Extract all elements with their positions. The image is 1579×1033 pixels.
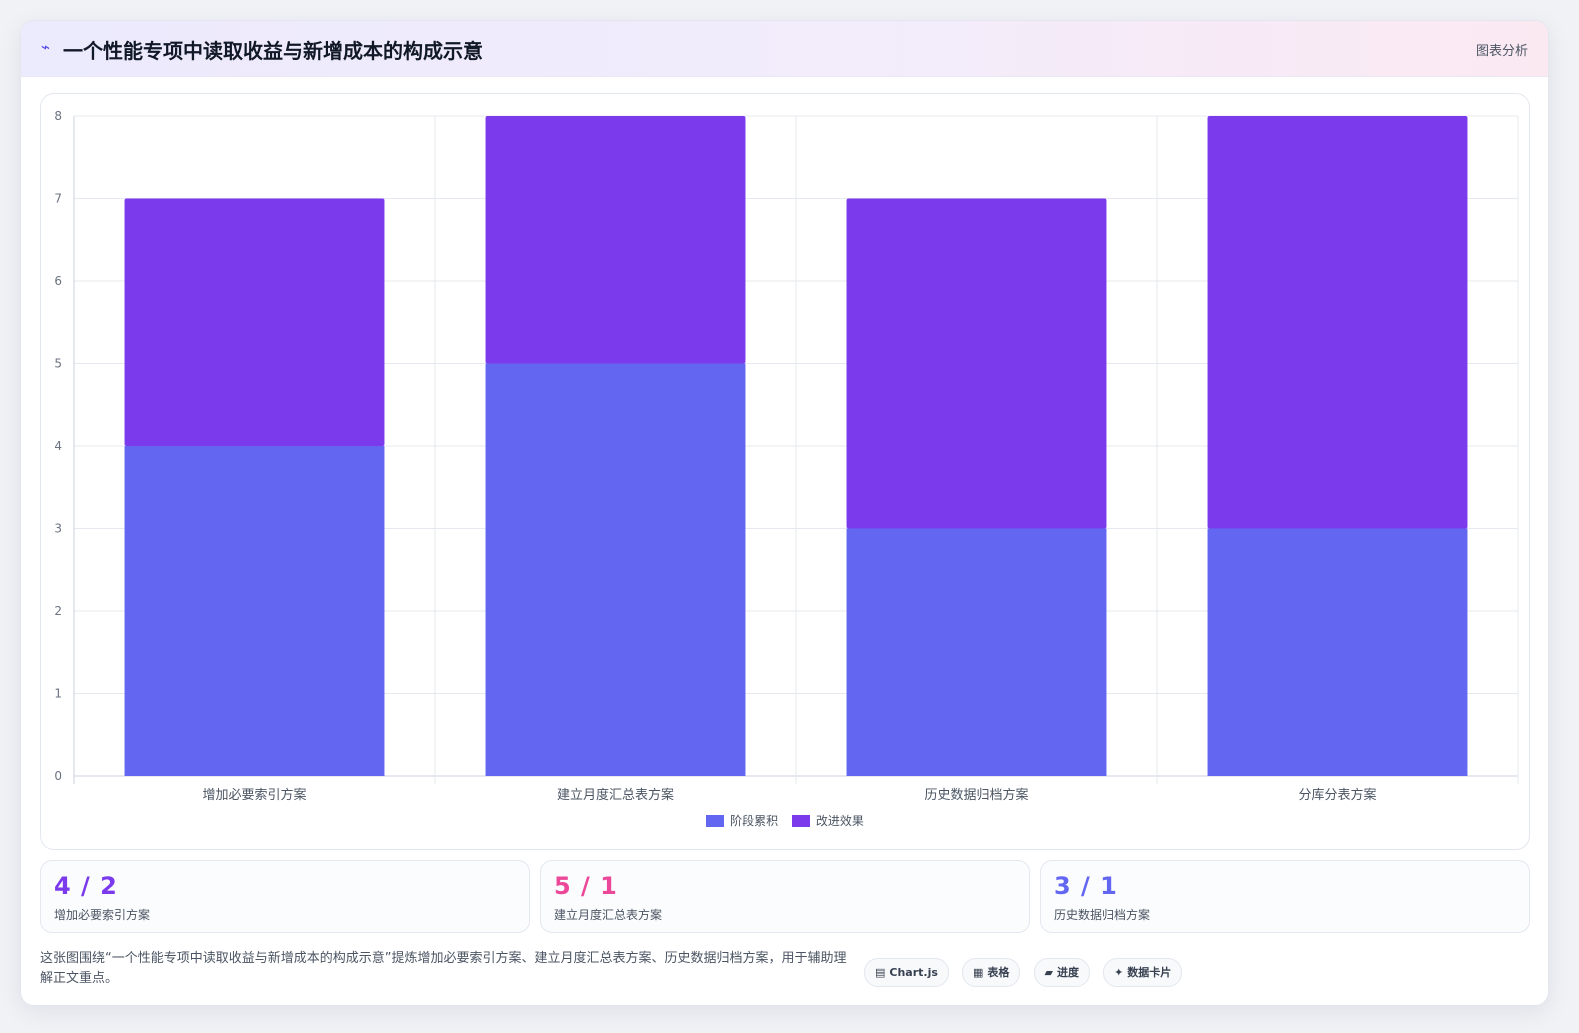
chart-description: 这张图围绕“一个性能专项中读取收益与新增成本的构成示意”提炼增加必要索引方案、建… [40,951,847,986]
x-tick-label: 建立月度汇总表方案 [557,787,674,803]
y-tick-label: 0 [54,769,62,783]
sparkle-icon: ✦ [1114,966,1124,979]
chart-card: ⌁ 一个性能专项中读取收益与新增成本的构成示意 图表分析 0 1 2 3 4 5 6 7 8 增加… [20,20,1549,1006]
legend-item-series-2[interactable]: 改进效果 [791,812,864,829]
chip-label: Chart.js [889,966,938,979]
y-tick-label: 5 [54,357,62,371]
y-tick-label: 2 [54,604,62,618]
tech-chips: ▤ Chart.js ▦ 表格 ▰ 进度 ✦ 数据卡片 [864,958,1190,987]
chip-label: 数据卡片 [1127,966,1172,979]
y-tick-label: 3 [54,522,62,536]
bolt-icon: ⌁ [41,38,51,56]
legend-label: 阶段累积 [730,814,779,828]
bar-segment [124,446,385,776]
stat-label: 历史数据归档方案 [1054,908,1151,922]
legend-item-series-1[interactable]: 阶段累积 [706,812,778,829]
bar-segment [485,363,746,776]
stacked-bar-chart: 0 1 2 3 4 5 6 7 8 增加必要索引方案 建立月度汇总表方案 历史数据归档方案 分库分表方案 [54,109,1519,803]
legend-swatch [706,814,725,827]
chip-label: 进度 [1056,966,1079,979]
bar-segment [846,528,1107,776]
bar-segment [1207,116,1468,529]
table-icon: ▦ [973,966,984,979]
chip-table[interactable]: ▦ 表格 [962,958,1021,987]
legend-label: 改进效果 [815,814,864,828]
stat-value: 3 / 1 [1054,872,1118,900]
chart-icon: ▤ [875,966,886,979]
stat-value: 4 / 2 [54,872,118,900]
chart-area: 0 1 2 3 4 5 6 7 8 增加必要索引方案 建立月度汇总表方案 历史数据归档方案 分库分表方案… [40,93,1530,850]
stat-card: 5 / 1 建立月度汇总表方案 [540,860,1030,933]
bar-segment [1207,528,1468,776]
stat-label: 建立月度汇总表方案 [554,908,663,922]
x-tick-label: 增加必要索引方案 [202,787,306,803]
y-tick-label: 4 [54,439,62,453]
chip-label: 表格 [987,966,1010,979]
chip-data-card[interactable]: ✦ 数据卡片 [1103,958,1183,987]
legend-swatch [791,814,810,827]
stat-card: 3 / 1 历史数据归档方案 [1040,860,1530,933]
stat-label: 增加必要索引方案 [54,908,151,922]
y-tick-label: 1 [54,687,62,701]
stat-value: 5 / 1 [554,872,618,900]
progress-icon: ▰ [1044,966,1053,979]
y-tick-label: 7 [54,192,62,206]
bar-segment [485,116,746,364]
card-header: ⌁ 一个性能专项中读取收益与新增成本的构成示意 图表分析 [21,21,1548,77]
stat-card: 4 / 2 增加必要索引方案 [40,860,530,933]
chip-progress[interactable]: ▰ 进度 [1033,958,1090,987]
stat-cards: 4 / 2 增加必要索引方案 5 / 1 建立月度汇总表方案 3 / 1 历史数… [40,860,1530,933]
y-tick-label: 8 [54,109,62,123]
chart-legend: 阶段累积 改进效果 [41,812,1529,830]
x-tick-label: 历史数据归档方案 [924,787,1028,803]
page-title: 一个性能专项中读取收益与新增成本的构成示意 [63,39,483,63]
chip-chartjs[interactable]: ▤ Chart.js [864,958,949,987]
x-tick-label: 分库分表方案 [1298,787,1376,803]
chart-analysis-tag: 图表分析 [1475,44,1528,59]
bar-segment [846,198,1107,529]
y-tick-label: 6 [54,274,62,288]
bar-segment [124,198,385,446]
